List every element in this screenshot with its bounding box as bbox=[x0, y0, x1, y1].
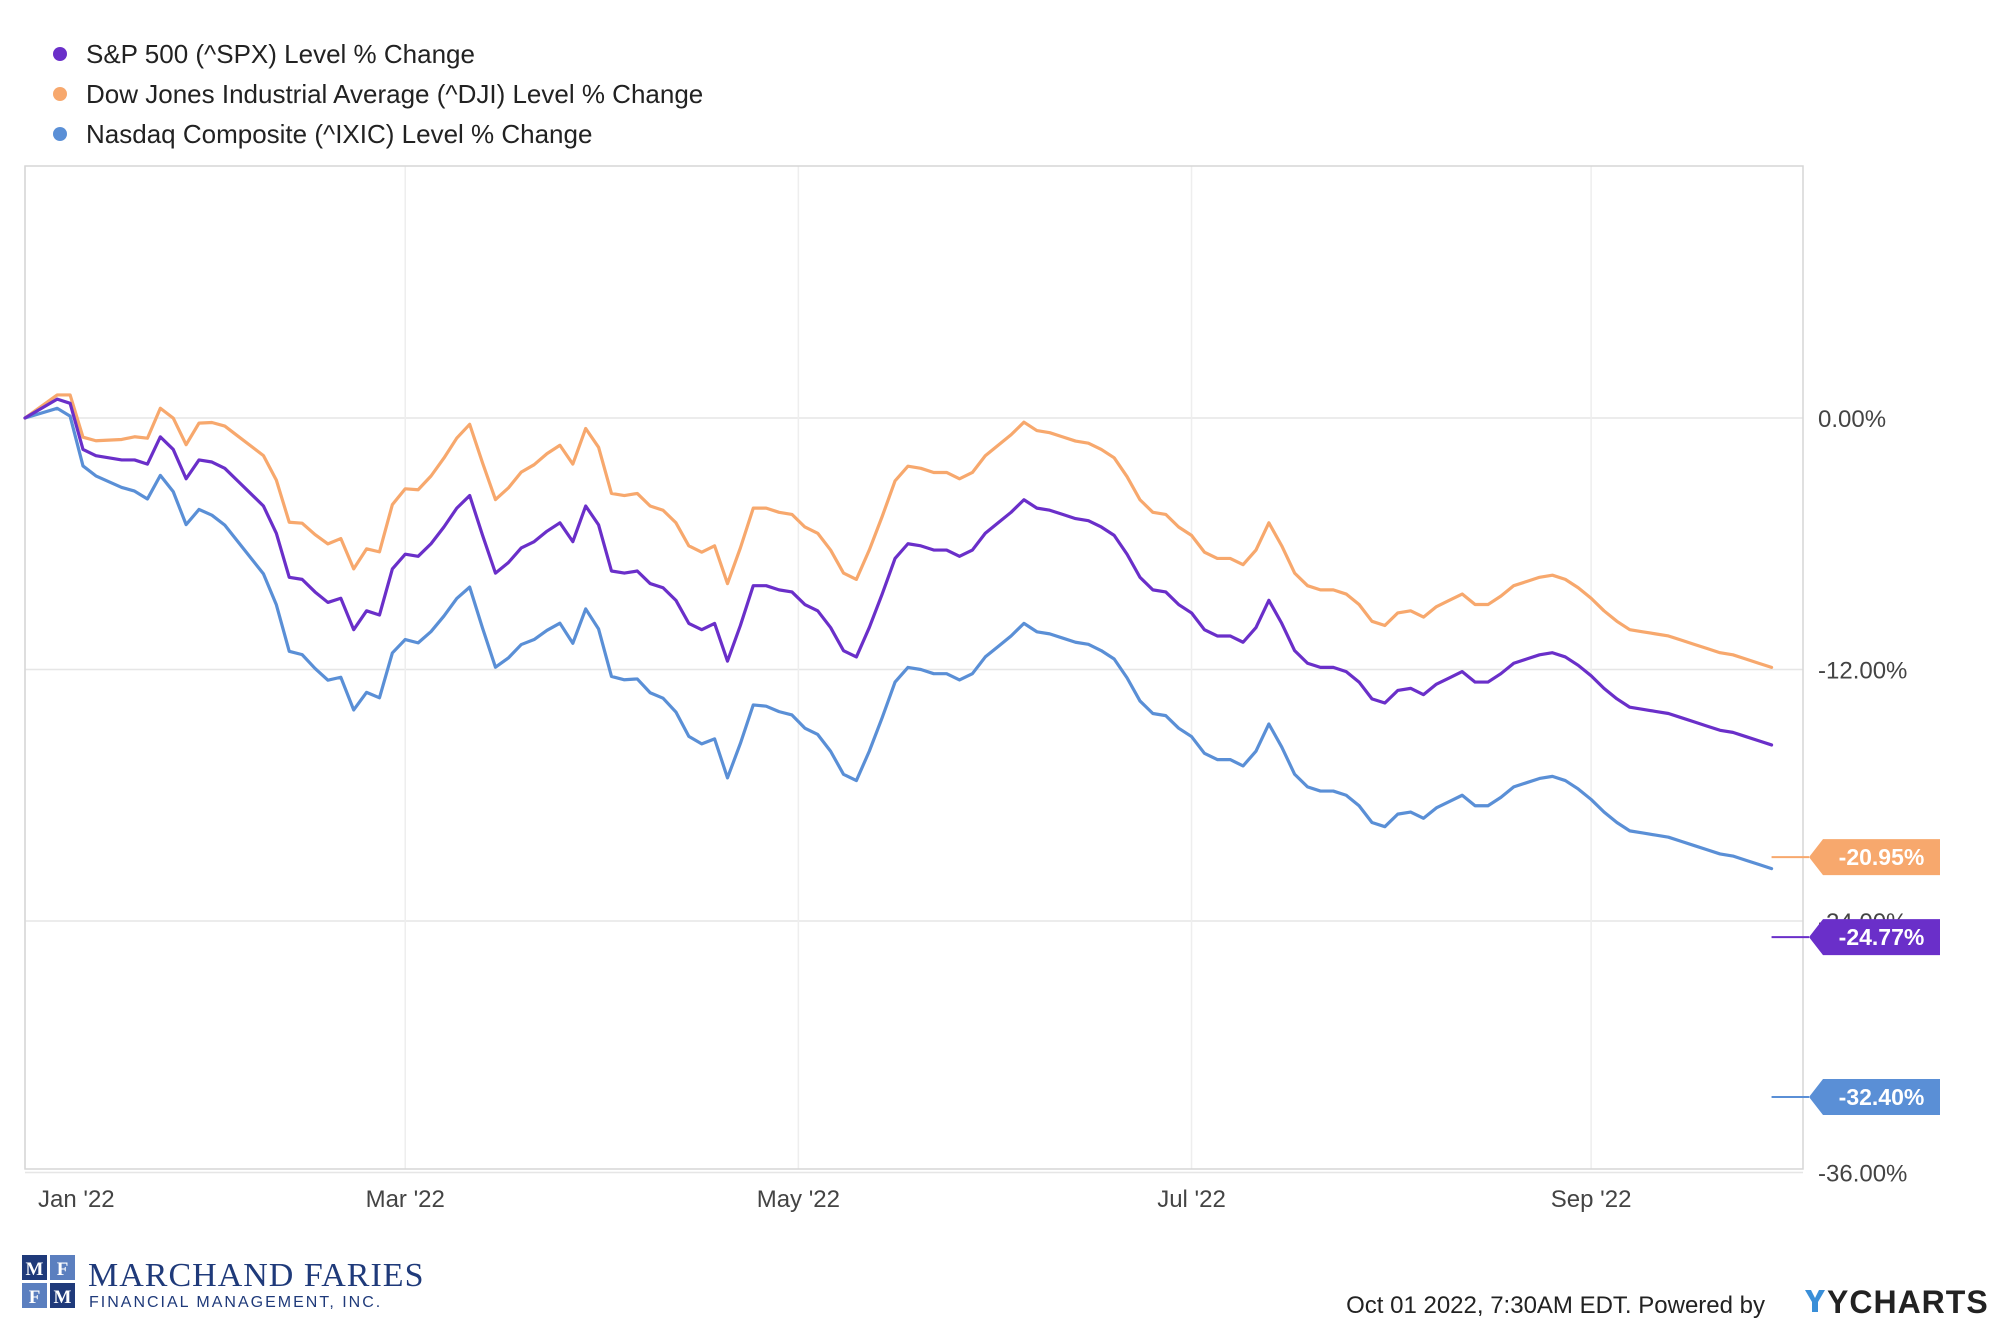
logo-letter: F bbox=[57, 1259, 69, 1280]
legend-item-spx[interactable]: S&P 500 (^SPX) Level % Change bbox=[53, 39, 475, 69]
legend-marker-dji bbox=[53, 87, 67, 101]
end-label-badge bbox=[1809, 839, 1940, 876]
legend-item-dji[interactable]: Dow Jones Industrial Average (^DJI) Leve… bbox=[53, 79, 703, 109]
ycharts-logo[interactable]: YCHARTS bbox=[1805, 1284, 1989, 1320]
end-label-text: -20.95% bbox=[1839, 844, 1925, 870]
legend: S&P 500 (^SPX) Level % Change Dow Jones … bbox=[53, 39, 703, 149]
end-labels: -20.95% -24.77% -32.40% bbox=[1771, 839, 1940, 1116]
company-subtitle: FINANCIAL MANAGEMENT, INC. bbox=[89, 1294, 382, 1311]
legend-label-spx: S&P 500 (^SPX) Level % Change bbox=[86, 39, 475, 69]
legend-item-ixic[interactable]: Nasdaq Composite (^IXIC) Level % Change bbox=[53, 119, 592, 149]
x-tick-label: Jul '22 bbox=[1157, 1186, 1226, 1213]
x-tick-label: May '22 bbox=[757, 1186, 840, 1213]
end-label-badge bbox=[1809, 1079, 1940, 1116]
y-tick-label: 0.00% bbox=[1818, 406, 1886, 433]
footer: Oct 01 2022, 7:30AM EDT. Powered by YCHA… bbox=[1346, 1284, 1989, 1320]
logo-letter: M bbox=[54, 1287, 72, 1308]
company-name: MARCHAND FARIES bbox=[88, 1257, 424, 1294]
timestamp-text: Oct 01 2022, 7:30AM EDT. Powered by bbox=[1346, 1292, 1765, 1319]
end-label-badge bbox=[1809, 919, 1940, 956]
series-layer bbox=[23, 393, 1774, 871]
x-tick-label: Sep '22 bbox=[1551, 1186, 1632, 1213]
logo-tile bbox=[22, 1283, 47, 1308]
logo-tile bbox=[50, 1283, 75, 1308]
x-tick-label: Mar '22 bbox=[366, 1186, 445, 1213]
x-axis-ticks: Jan '22 Mar '22 May '22 Jul '22 Sep '22 bbox=[38, 1186, 1631, 1213]
logo-letter: F bbox=[29, 1287, 41, 1308]
x-tick-label: Jan '22 bbox=[38, 1186, 115, 1213]
legend-marker-ixic bbox=[53, 127, 67, 141]
end-label-text: -24.77% bbox=[1839, 924, 1925, 950]
y-tick-label: -36.00% bbox=[1818, 1161, 1907, 1188]
ycharts-wordmark: YCHARTS bbox=[1827, 1284, 1989, 1320]
legend-marker-spx bbox=[53, 47, 67, 61]
end-label-text: -32.40% bbox=[1839, 1084, 1925, 1110]
company-logo: M F F M MARCHAND FARIES FINANCIAL MANAGE… bbox=[22, 1255, 424, 1311]
y-tick-label: -12.00% bbox=[1818, 658, 1907, 685]
logo-letter: M bbox=[26, 1259, 44, 1280]
logo-tile bbox=[50, 1255, 75, 1280]
series-line[interactable] bbox=[23, 397, 1774, 747]
ycharts-y-icon bbox=[1805, 1290, 1825, 1312]
series-line[interactable] bbox=[23, 406, 1774, 871]
logo-tile bbox=[22, 1255, 47, 1280]
legend-label-ixic: Nasdaq Composite (^IXIC) Level % Change bbox=[86, 119, 592, 149]
legend-label-dji: Dow Jones Industrial Average (^DJI) Leve… bbox=[86, 79, 703, 109]
plot-frame bbox=[24, 165, 1804, 1170]
series-line[interactable] bbox=[23, 393, 1774, 669]
